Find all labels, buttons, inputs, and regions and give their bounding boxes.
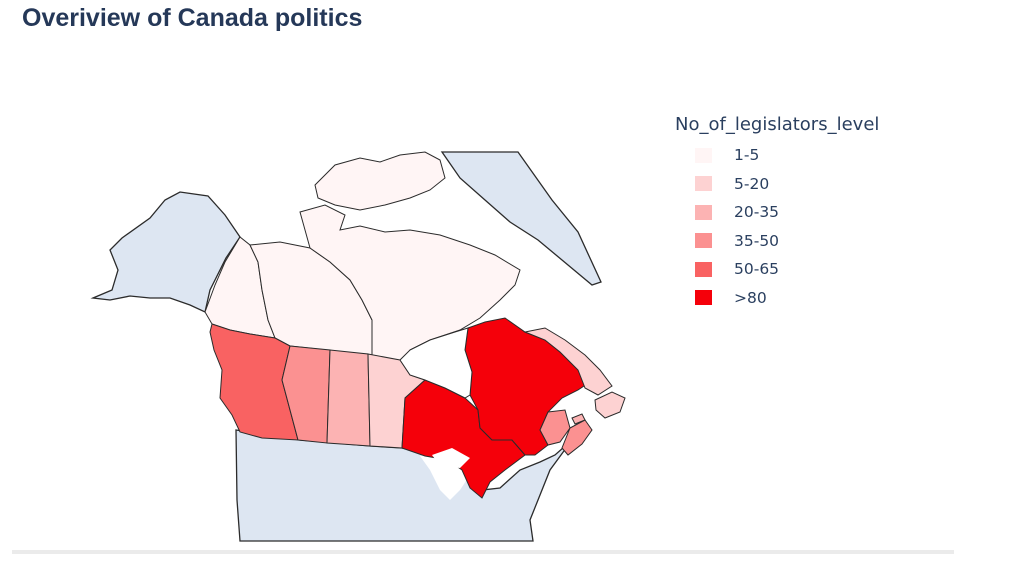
hudson-bay — [399, 327, 473, 399]
region-nunavut — [299, 204, 521, 373]
bottom-divider — [12, 550, 954, 554]
region-nl — [523, 327, 613, 396]
region-pei — [571, 413, 586, 425]
legend-label: 1-5 — [734, 146, 760, 165]
legend-swatch — [695, 204, 712, 220]
legend-swatch — [695, 147, 712, 163]
page-title: Overiview of Canada politics — [22, 4, 363, 32]
region-new-brunswick — [539, 409, 571, 446]
region-saskatchewan — [326, 349, 371, 447]
legend-label: 35-50 — [734, 231, 780, 250]
lake-superior — [432, 448, 470, 468]
legend-item[interactable]: >80 — [675, 284, 879, 313]
legend-item[interactable]: 20-35 — [675, 198, 879, 227]
land-greenland — [440, 151, 602, 286]
legend-items: 1-5 5-20 20-35 35-50 50-65 >80 — [675, 141, 879, 312]
region-arctic-islands — [314, 151, 446, 211]
legend-label: 20-35 — [734, 203, 780, 222]
region-nl-island — [594, 391, 626, 419]
legend: No_of_legislators_level 1-5 5-20 20-35 35-5… — [675, 114, 879, 312]
region-bc — [209, 323, 299, 441]
legend-title: No_of_legislators_level — [675, 114, 880, 135]
region-ontario — [401, 379, 526, 499]
legend-label: 5-20 — [734, 174, 770, 193]
legend-label: >80 — [734, 288, 767, 307]
legend-swatch — [695, 176, 712, 192]
legend-swatch — [695, 290, 712, 306]
legend-item[interactable]: 5-20 — [675, 170, 879, 199]
legend-item[interactable]: 1-5 — [675, 141, 879, 170]
provinces — [204, 151, 626, 499]
legend-item[interactable]: 50-65 — [675, 255, 879, 284]
legend-item[interactable]: 35-50 — [675, 227, 879, 256]
legend-label: 50-65 — [734, 260, 780, 279]
legend-swatch — [695, 233, 712, 249]
neighbor-land — [90, 151, 602, 542]
land-alaska — [90, 191, 241, 313]
legend-swatch — [695, 261, 712, 277]
